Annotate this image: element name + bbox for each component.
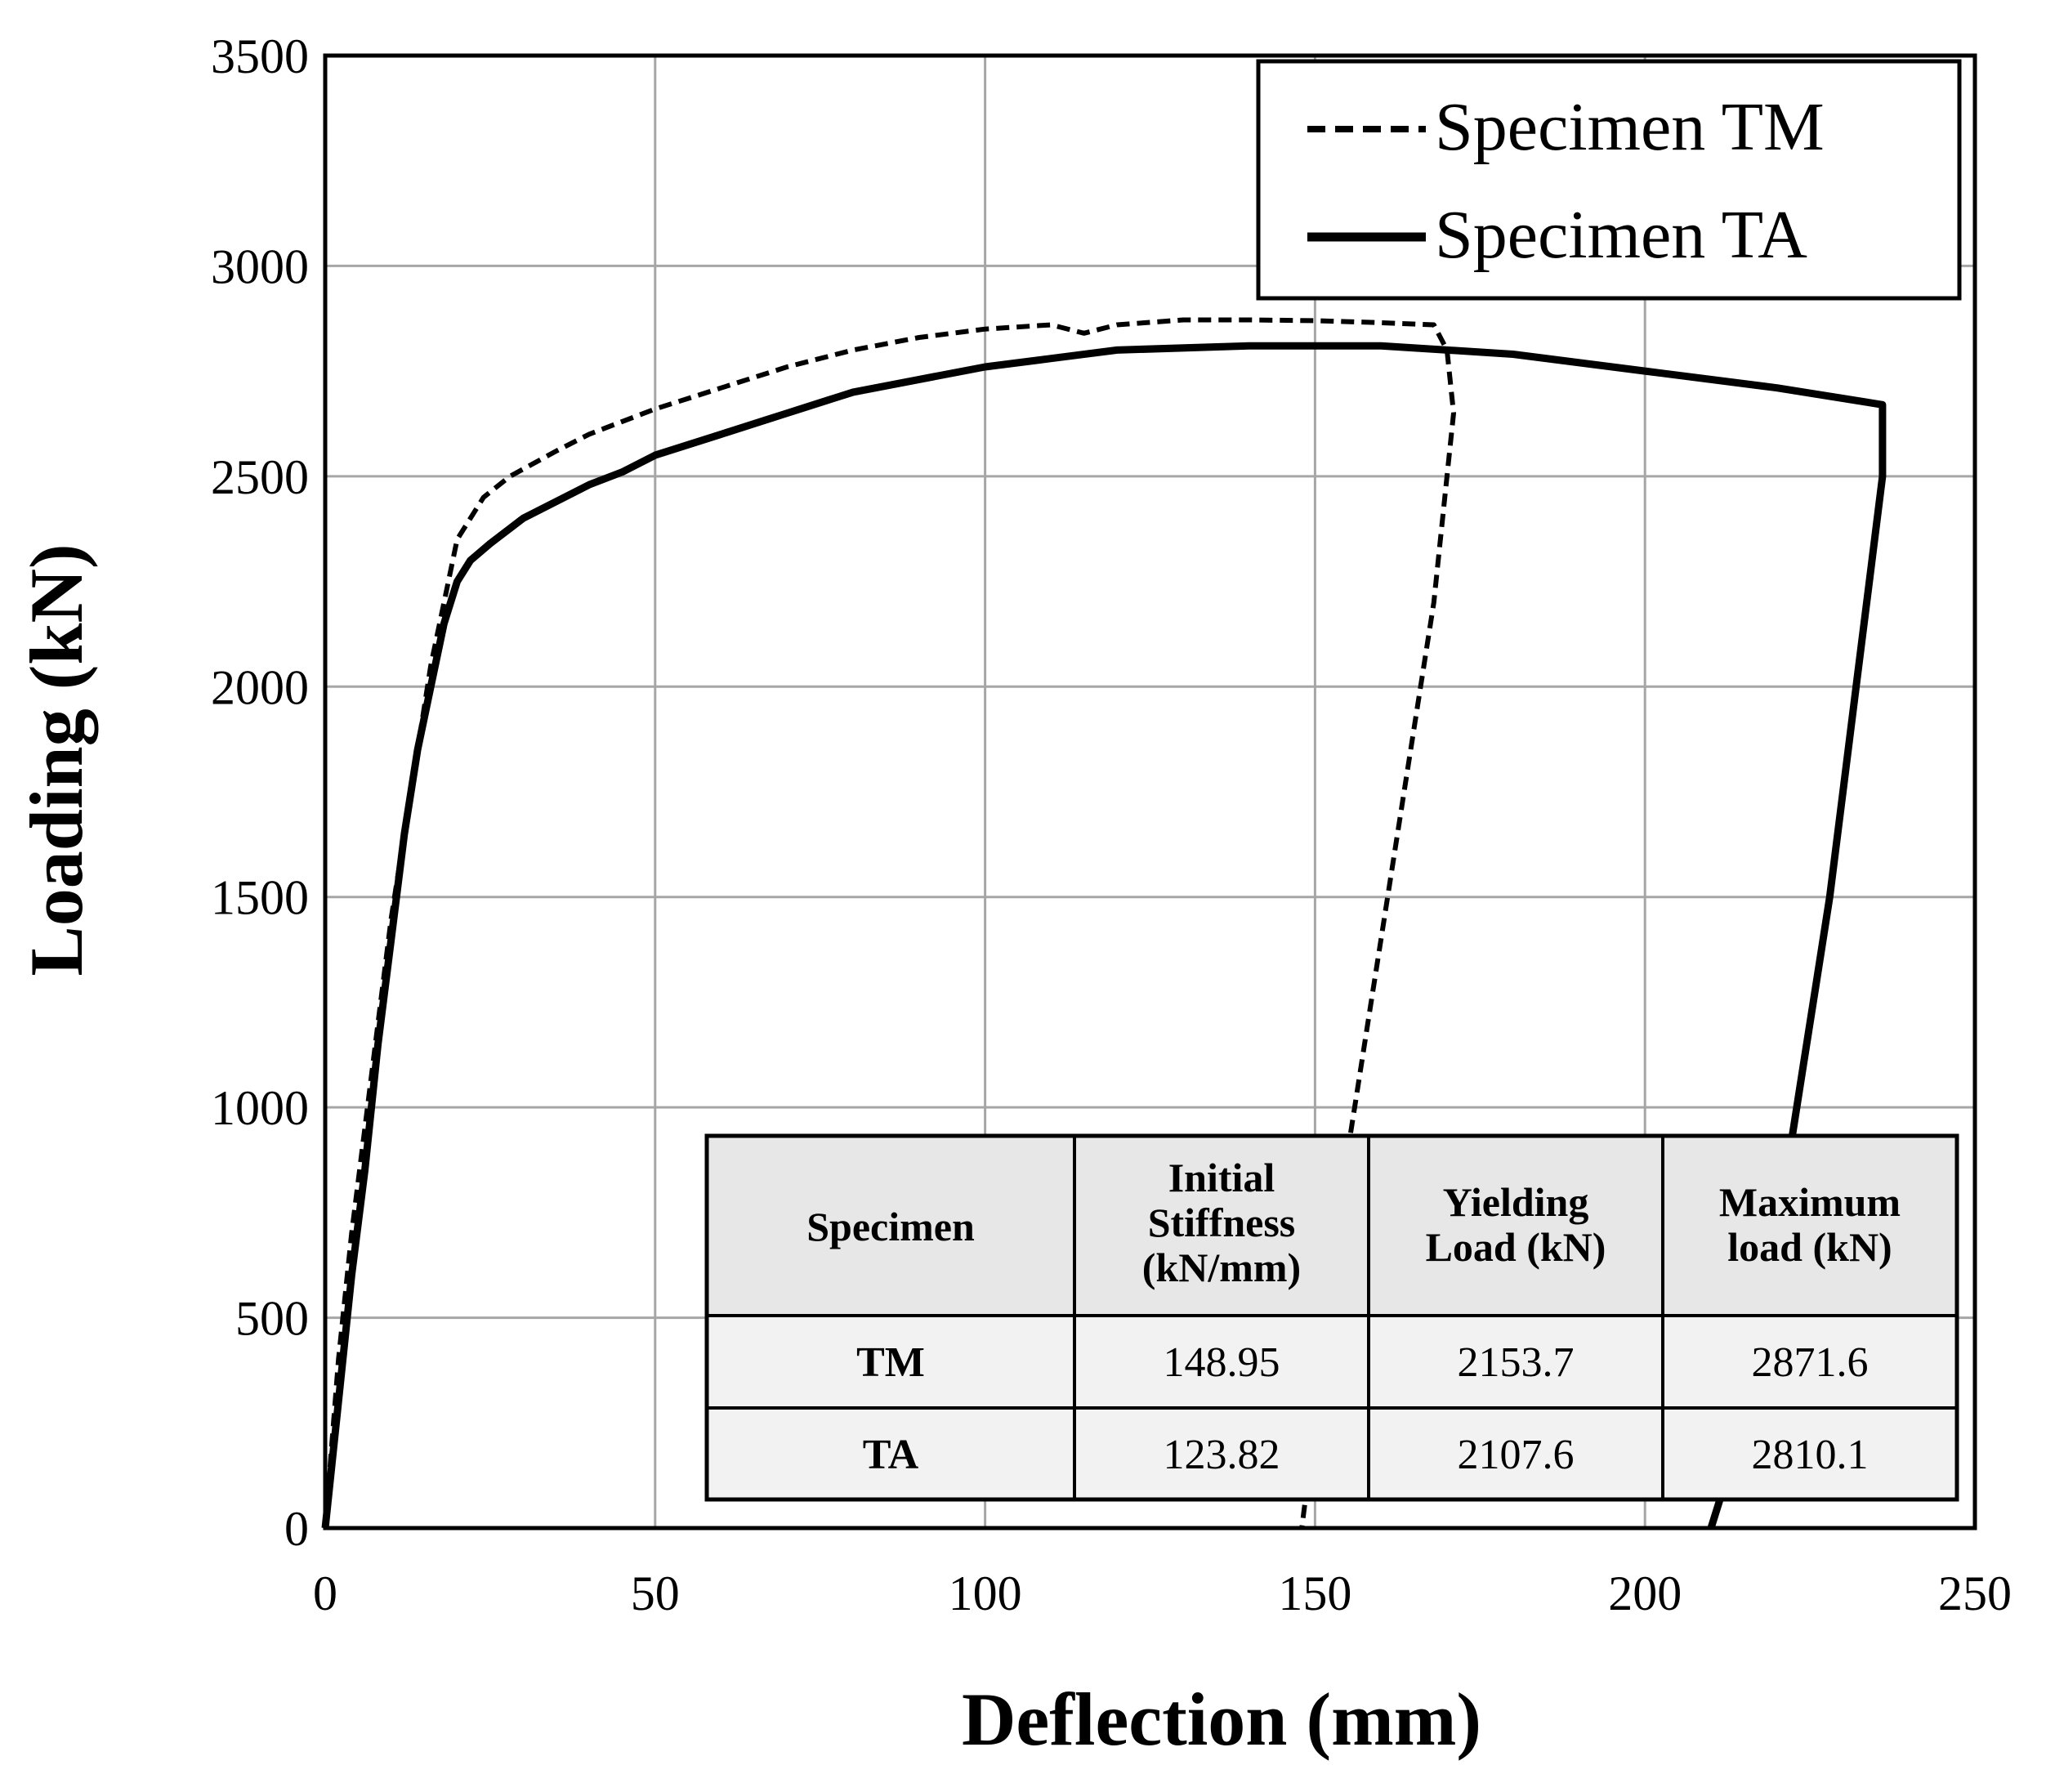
y-tick-label: 1500 [211,871,309,925]
y-tick-label: 3500 [211,29,309,83]
table-header-cell: Stiffness [1148,1200,1296,1245]
y-tick-label: 2000 [211,660,309,714]
plot-area-border [323,53,1977,1531]
legend: Specimen TM Specimen TA [1256,59,1962,301]
legend-label-tm: Specimen TM [1435,89,1825,165]
table-cell: 2810.1 [1752,1432,1869,1478]
table-header-cell: Specimen [806,1204,975,1249]
x-tick-label: 50 [631,1566,680,1620]
data-table: Specimen Initial Stiffness (kN/mm) Yield… [704,1133,1959,1502]
y-axis-title: Loading (kN) [15,543,98,976]
table-header-cell: Maximum [1719,1179,1901,1225]
y-tick-label: 3000 [211,239,309,293]
x-tick-label: 200 [1608,1566,1682,1620]
table-cell: 123.82 [1164,1432,1280,1478]
x-tick-label: 0 [313,1566,337,1620]
table-cell: TM [856,1339,925,1386]
x-axis-title: Deflection (mm) [962,1678,1481,1761]
y-tick-label: 500 [235,1292,309,1346]
table-header-bg [707,1136,1957,1316]
table-border [704,1133,1959,1502]
series-line-specimen-ta [321,342,1887,1530]
legend-box [1256,59,1962,301]
table-header-cell: Load (kN) [1426,1224,1606,1270]
table-cell: 148.95 [1164,1339,1280,1386]
table-cell: 2153.7 [1458,1339,1575,1386]
table-cell: 2107.6 [1458,1432,1575,1478]
series-layer [321,317,1887,1530]
x-tick-label: 150 [1278,1566,1351,1620]
table-cell: TA [863,1432,919,1478]
table-header-cell: (kN/mm) [1142,1245,1301,1290]
legend-label-ta: Specimen TA [1435,197,1807,273]
y-tick-label: 0 [284,1502,309,1556]
y-tick-label: 2500 [211,450,309,504]
table-header-cell: load (kN) [1727,1224,1892,1270]
y-axis-ticks: 0 500 1000 1500 2000 2500 3000 3500 [211,29,309,1556]
y-tick-label: 1000 [211,1081,309,1135]
table-header-cell: Initial [1168,1155,1275,1200]
x-axis-ticks: 0 50 100 150 200 250 [313,1566,2012,1620]
table-header-cell: Yielding [1443,1179,1589,1225]
x-tick-label: 250 [1938,1566,2012,1620]
x-tick-label: 100 [949,1566,1022,1620]
table-cell: 2871.6 [1752,1339,1869,1386]
